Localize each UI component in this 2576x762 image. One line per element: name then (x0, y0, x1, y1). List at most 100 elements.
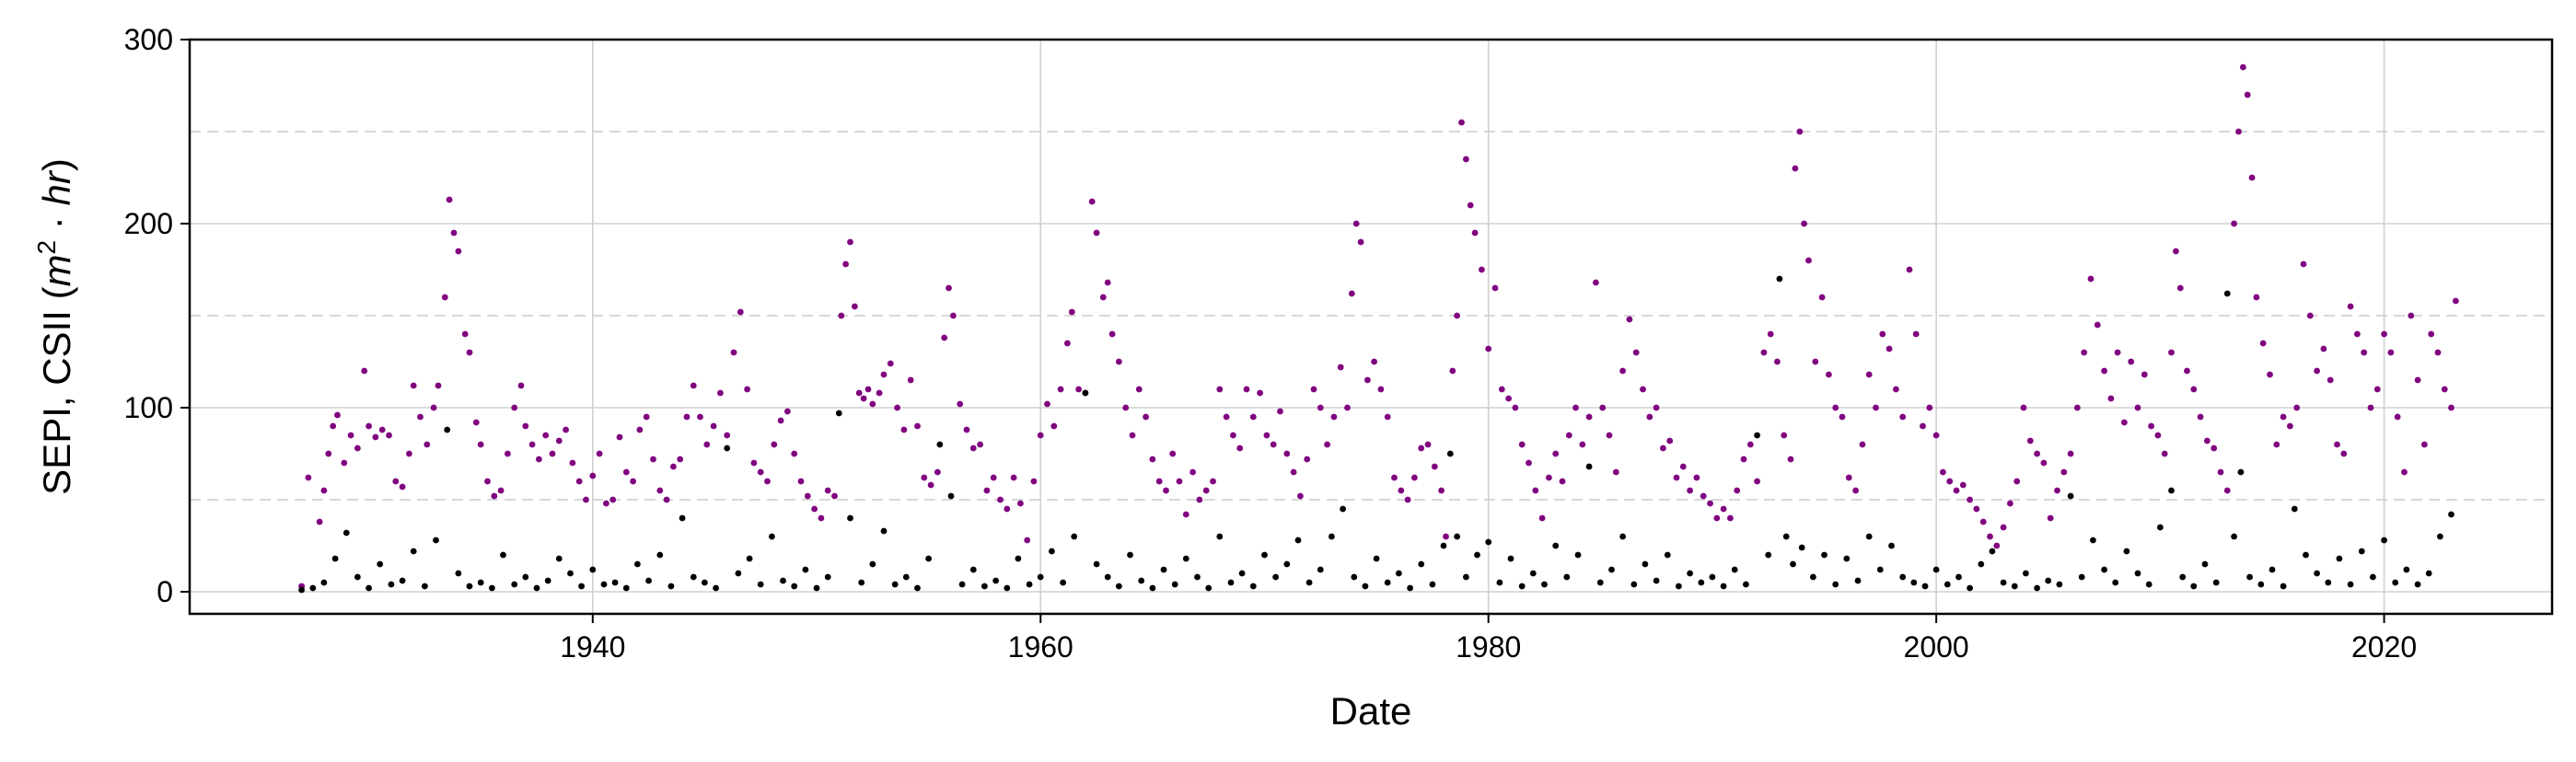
data-point (600, 581, 608, 588)
data-point (1790, 560, 1796, 568)
data-point (2336, 555, 2343, 562)
data-point (2067, 492, 2074, 500)
data-point (616, 433, 623, 441)
data-point (1357, 238, 1364, 246)
data-point (934, 468, 941, 476)
data-point (1876, 566, 1884, 573)
data-point (824, 487, 831, 494)
data-point (1967, 584, 1974, 592)
data-point (2101, 367, 2108, 375)
data-point (1507, 555, 1514, 562)
data-point (1182, 511, 1189, 518)
data-point (1653, 577, 1660, 584)
data-point (2121, 419, 2128, 426)
data-point (791, 450, 798, 457)
data-point (1093, 229, 1100, 237)
data-point (1599, 404, 1607, 411)
data-point (1138, 577, 1145, 584)
data-point (1443, 533, 1449, 540)
data-point (2231, 533, 2238, 540)
data-point (797, 478, 805, 485)
data-point (1238, 570, 1246, 577)
data-point (1826, 371, 1832, 378)
data-point (563, 426, 569, 433)
data-point (583, 496, 589, 503)
data-point (643, 413, 650, 421)
data-point (1004, 505, 1011, 513)
data-point (528, 441, 536, 448)
data-point (1912, 330, 1920, 338)
data-point (1579, 441, 1586, 448)
data-point (2034, 450, 2041, 457)
data-point (2176, 284, 2184, 292)
data-point (2090, 537, 2096, 544)
data-point (1171, 581, 1178, 588)
data-point (927, 481, 934, 489)
data-point (1407, 584, 1413, 592)
data-point (1979, 518, 1987, 525)
y-axis-label-prefix: SEPI, CSII ( (35, 286, 78, 494)
data-point (1196, 496, 1203, 503)
data-point (914, 584, 921, 592)
x-tick-label: 1980 (1456, 630, 1521, 664)
data-point (2303, 551, 2309, 559)
data-point (2168, 487, 2175, 494)
data-point (2248, 174, 2256, 181)
data-point (366, 584, 372, 592)
data-point (1418, 444, 1425, 452)
data-point (2034, 584, 2041, 592)
data-point (422, 583, 428, 590)
data-point (603, 500, 609, 507)
data-point (1899, 413, 1907, 421)
data-point (1290, 468, 1297, 476)
data-point (1216, 533, 1224, 540)
data-point (1787, 456, 1794, 463)
data-point (656, 487, 664, 494)
data-point (2448, 404, 2454, 411)
data-point (1122, 404, 1130, 411)
data-point (1832, 581, 1839, 588)
data-point (1004, 584, 1011, 592)
data-point (969, 444, 977, 452)
data-point (876, 389, 883, 397)
data-point (596, 450, 603, 457)
data-point (2047, 514, 2054, 522)
data-point (1865, 371, 1873, 378)
data-point (1944, 581, 1951, 588)
data-point (891, 581, 899, 588)
data-point (818, 514, 825, 522)
x-tick-label: 1960 (1008, 630, 1073, 664)
data-point (900, 426, 908, 433)
data-point (1283, 450, 1291, 457)
data-point (1373, 555, 1380, 562)
data-point (1037, 573, 1044, 581)
data-point (2453, 297, 2459, 305)
data-point (750, 459, 758, 467)
data-point (1632, 349, 1640, 356)
data-point (1910, 579, 1918, 586)
data-point (2293, 404, 2301, 411)
data-point (2334, 441, 2340, 448)
data-point (697, 413, 703, 421)
data-point (377, 560, 384, 568)
data-point (1227, 579, 1235, 586)
data-point (1805, 257, 1812, 264)
data-point (589, 472, 597, 479)
data-point (1920, 422, 1926, 430)
data-point (1362, 583, 1369, 590)
data-point (1317, 566, 1324, 573)
data-point (663, 496, 670, 503)
data-point (361, 367, 368, 375)
data-point (2013, 478, 2021, 485)
data-point (2023, 570, 2029, 577)
data-point (392, 478, 400, 485)
data-point (2040, 459, 2048, 467)
data-point (1310, 386, 1317, 393)
data-point (744, 386, 750, 393)
data-point (2020, 404, 2027, 411)
data-point (983, 487, 991, 494)
y-axis-label-var2: hr (35, 169, 78, 205)
data-point (2045, 577, 2052, 584)
data-point (320, 487, 328, 494)
data-point (1348, 290, 1355, 297)
